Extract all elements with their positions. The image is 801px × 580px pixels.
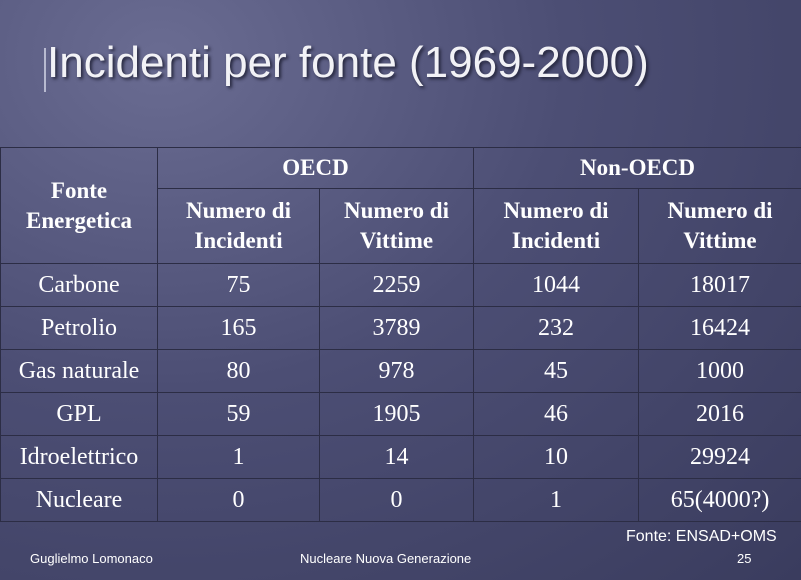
data-table: Fonte Energetica OECD Non-OECD Numero di… <box>0 147 801 522</box>
group-header: OECD <box>156 147 475 189</box>
column-header: Numero di Incidenti <box>157 188 320 264</box>
cell: 1 <box>157 435 320 479</box>
cell: 29924 <box>638 435 801 479</box>
cell: 978 <box>318 349 475 393</box>
cell: 59 <box>157 392 320 436</box>
column-header: Numero di Incidenti <box>473 188 640 264</box>
row-label: Petrolio <box>0 306 158 350</box>
table-row: Petrolio 165 3789 232 16424 <box>0 306 801 350</box>
cell: 2016 <box>638 392 801 436</box>
title-bar <box>44 48 46 92</box>
cell: 18017 <box>638 263 801 307</box>
table-row: Gas naturale 80 978 45 1000 <box>0 349 801 393</box>
column-header: Numero di Vittime <box>638 188 801 264</box>
cell: 14 <box>318 435 475 479</box>
row-label: Carbone <box>0 263 158 307</box>
column-header: Numero di Vittime <box>318 188 475 264</box>
cell: 65(4000?) <box>638 478 801 522</box>
cell: 16424 <box>638 306 801 350</box>
cell: 80 <box>157 349 320 393</box>
group-row: Fonte Energetica OECD Non-OECD <box>0 147 801 264</box>
cell: 0 <box>318 478 475 522</box>
cell: 45 <box>473 349 640 393</box>
footer-author: Guglielmo Lomonaco <box>30 551 153 566</box>
footer-subtitle: Nucleare Nuova Generazione <box>300 551 472 566</box>
cell: 1044 <box>473 263 640 307</box>
cell: 165 <box>157 306 320 350</box>
cell: 2259 <box>318 263 475 307</box>
row-label: Gas naturale <box>0 349 158 393</box>
row-label: Idroelettrico <box>0 435 158 479</box>
cell: 1000 <box>638 349 801 393</box>
page-number: 25 <box>737 551 752 566</box>
cell: 1 <box>473 478 640 522</box>
cell: 46 <box>473 392 640 436</box>
row-label: GPL <box>0 392 158 436</box>
cell: 3789 <box>318 306 475 350</box>
column-row: Numero di Incidenti Numero di Vittime Nume… <box>1 188 801 264</box>
cell: 1905 <box>318 392 475 436</box>
row-label: Nucleare <box>0 478 158 522</box>
source-note: Fonte: ENSAD+OMS <box>626 528 777 545</box>
table-row: Nucleare 0 0 1 65(4000?) <box>0 478 801 522</box>
cell: 10 <box>473 435 640 479</box>
cell: 0 <box>157 478 320 522</box>
group-header: Non-OECD <box>473 147 801 189</box>
cell: 232 <box>473 306 640 350</box>
slide-title: Incidenti per fonte (1969-2000) <box>47 38 649 87</box>
table-body: Carbone 75 2259 1044 18017 Petrolio 165 3789 232… <box>0 263 801 522</box>
table-row: Carbone 75 2259 1044 18017 <box>0 263 801 307</box>
cell: 75 <box>157 263 320 307</box>
table-row: Idroelettrico 1 14 10 29924 <box>0 435 801 479</box>
first-header: Fonte Energetica <box>0 147 158 264</box>
table-row: GPL 59 1905 46 2016 <box>0 392 801 436</box>
